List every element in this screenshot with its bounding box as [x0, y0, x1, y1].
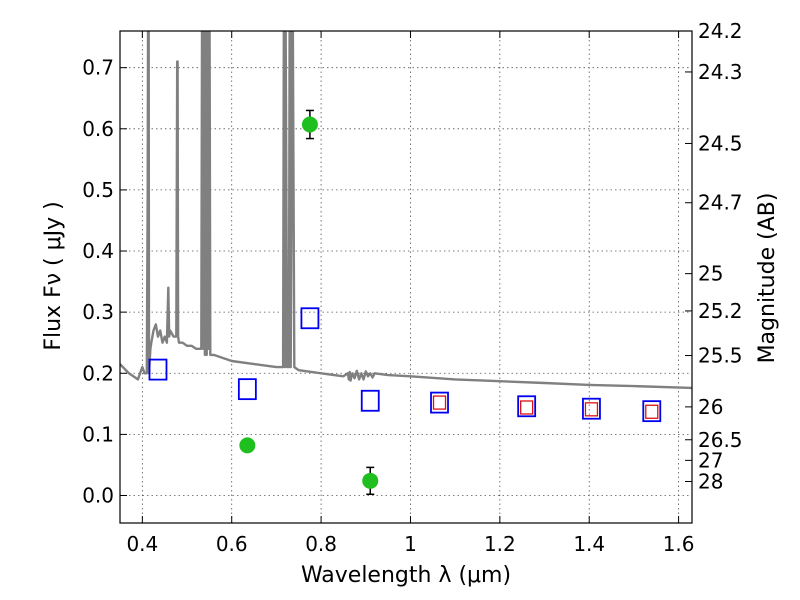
- spectrum-line: [120, 31, 692, 390]
- grid: [120, 31, 692, 523]
- model-square-point: [237, 378, 257, 401]
- model-square-point: [360, 389, 380, 412]
- axes: 0.4 0.6 0.8 1 1.2 1.4 1.6 0.0 0.1 0.2 0.3 0.4 0.5 0.6…: [82, 19, 742, 556]
- limit-square-point: [432, 395, 447, 410]
- y-tick-label: 0.4: [82, 239, 114, 263]
- observed-point: [239, 437, 256, 454]
- y-tick-label: 0.3: [82, 300, 114, 324]
- right-tick-label: 28: [698, 470, 723, 494]
- x-tick-label: 1: [404, 532, 417, 556]
- model-square-point: [430, 391, 449, 414]
- right-tick-label: 24.5: [698, 131, 743, 155]
- right-tick-label: 25.5: [698, 344, 743, 368]
- model-square-point: [582, 397, 601, 420]
- x-tick-label: 1.4: [573, 532, 605, 556]
- plot-frame: [119, 30, 693, 524]
- y-tick-label: 0.7: [82, 56, 114, 80]
- y-tick-label: 0.0: [82, 483, 114, 507]
- y-tick-label: 0.5: [82, 178, 114, 202]
- right-tick-label: 25: [698, 262, 723, 286]
- x-tick-label: 1.2: [484, 532, 516, 556]
- right-axis-label: Magnitude (AB): [755, 193, 780, 364]
- y-axis-label: Flux Fν ( μJy ): [41, 201, 66, 350]
- limit-square-point: [584, 402, 599, 417]
- model-square-point: [517, 395, 537, 418]
- x-tick-label: 0.4: [126, 532, 158, 556]
- right-tick-label: 24.2: [698, 19, 743, 43]
- model-square-point: [642, 400, 662, 423]
- right-tick-label: 24.7: [698, 191, 743, 215]
- right-tick-label: 26.5: [698, 428, 743, 452]
- observed-point: [362, 472, 379, 489]
- y-tick-label: 0.1: [82, 422, 114, 446]
- x-tick-label: 0.8: [305, 532, 337, 556]
- data-area: [120, 31, 692, 496]
- model-square-point: [148, 358, 168, 381]
- y-tick-label: 0.2: [82, 361, 114, 385]
- x-axis-label: Wavelength λ (μm): [301, 563, 511, 588]
- right-tick-label: 25.2: [698, 299, 743, 323]
- right-tick-label: 26: [698, 395, 723, 419]
- limit-square-point: [645, 404, 659, 419]
- model-square-point: [300, 307, 320, 330]
- limit-square-point: [520, 400, 534, 415]
- x-tick-label: 0.6: [216, 532, 248, 556]
- observed-point: [301, 116, 318, 133]
- right-tick-label: 24.3: [698, 60, 743, 84]
- y-tick-label: 0.6: [82, 117, 114, 141]
- right-tick-label: 27: [698, 448, 723, 472]
- x-tick-label: 1.6: [663, 532, 695, 556]
